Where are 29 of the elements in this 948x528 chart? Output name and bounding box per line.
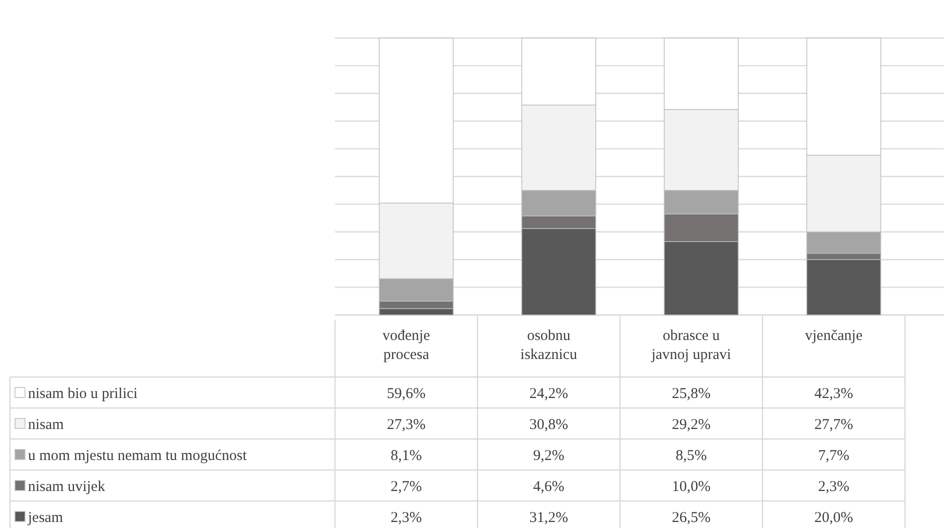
data-label: 25,8% — [672, 386, 711, 402]
data-label: 59,6% — [386, 386, 426, 402]
legend-label: jesam — [27, 510, 64, 526]
data-label: 2,7% — [390, 478, 422, 495]
data-label: 27,7% — [814, 416, 854, 433]
data-label: 31,2% — [529, 510, 568, 526]
data-label: 24,2% — [529, 386, 568, 402]
legend-label: nisam — [28, 416, 64, 433]
data-label: 26,5% — [672, 510, 711, 526]
data-label: 8,1% — [390, 448, 422, 464]
data-label: 29,2% — [672, 416, 711, 433]
data-label: 27,3% — [386, 416, 426, 433]
x-tick-label: osobnu iskaznicu — [520, 328, 578, 363]
legend-label: nisam uvijek — [28, 478, 106, 495]
data-label: 2,3% — [390, 510, 422, 526]
data-label: 8,5% — [676, 448, 707, 464]
x-tick-label: vjenčanje — [805, 328, 863, 344]
data-label: 7,7% — [818, 448, 850, 464]
data-label: 9,2% — [533, 448, 564, 464]
x-tick-label: vođenje procesa — [382, 328, 430, 363]
x-tick-label: obrasce u javnoj upravi — [650, 328, 732, 363]
data-label: 42,3% — [814, 386, 854, 402]
data-label: 4,6% — [533, 478, 564, 495]
legend-label: u mom mjestu nemam tu mogućnost — [28, 448, 248, 464]
data-label: 30,8% — [529, 416, 568, 433]
data-label: 20,0% — [814, 510, 854, 526]
data-label: 10,0% — [672, 478, 711, 495]
data-label: 2,3% — [818, 478, 850, 495]
legend-label: nisam bio u prilici — [28, 386, 138, 402]
